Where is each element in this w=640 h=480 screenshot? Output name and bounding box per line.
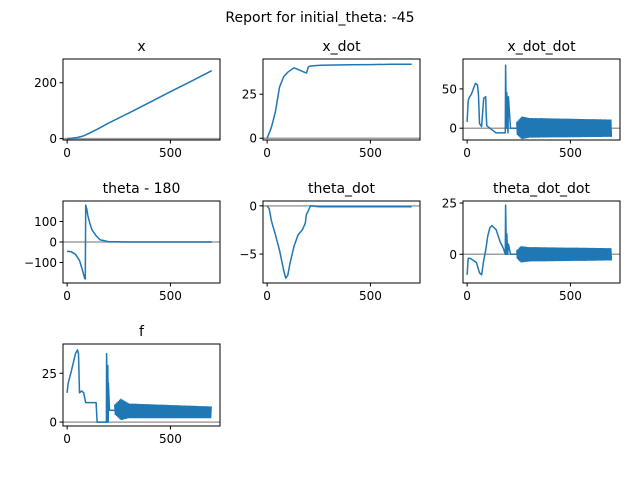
x-tick-label: 0 — [63, 146, 71, 160]
series-line — [66, 349, 115, 423]
figure-suptitle: Report for initial_theta: -45 — [225, 10, 414, 26]
x-tick-label: 500 — [359, 146, 382, 160]
y-tick-label: 25 — [442, 197, 457, 211]
axes-frame — [62, 58, 221, 141]
subplot-2: 0 500 0 25 x_dot — [242, 39, 421, 160]
subplot-3: 0 500 0 50 x_dot_dot — [442, 39, 621, 160]
y-tick-label: 100 — [34, 215, 57, 229]
axes-frame — [62, 343, 221, 427]
y-tick-label: −100 — [24, 256, 57, 270]
y-tick-label: 0 — [49, 416, 57, 430]
y-tick-label: 0 — [249, 199, 257, 213]
x-tick-label: 500 — [559, 146, 582, 160]
x-tick-label: 0 — [463, 289, 471, 303]
x-tick-label: 500 — [159, 432, 182, 446]
series-line — [66, 204, 212, 280]
y-tick-label: −5 — [239, 248, 257, 262]
subplot-title: theta_dot_dot — [493, 181, 590, 197]
subplot-title: f — [139, 324, 145, 340]
axes-frame — [262, 200, 421, 284]
subplot-title: theta - 180 — [103, 181, 181, 197]
oscillation-band — [516, 246, 613, 263]
y-tick-label: 25 — [242, 88, 257, 102]
x-tick-label: 0 — [63, 289, 71, 303]
y-tick-label: 0 — [249, 132, 257, 146]
subplot-title: x_dot — [322, 39, 361, 55]
series-line — [67, 70, 213, 140]
axes-frame — [462, 200, 621, 284]
y-tick-label: 0 — [449, 248, 457, 262]
x-tick-label: 500 — [159, 289, 182, 303]
subplot-grid: 0 500 0 200 x 0 500 0 25 x_dot 0 500 0 50 x_dot_dot 0 50… — [24, 39, 621, 446]
x-tick-label: 0 — [63, 432, 71, 446]
subplot-6: 0 500 0 25 theta_dot_dot — [442, 181, 621, 303]
series-line — [266, 63, 412, 139]
x-tick-label: 0 — [463, 146, 471, 160]
subplot-5: 0 500 −5 0 theta_dot — [239, 181, 421, 303]
oscillation-band — [516, 116, 613, 140]
subplot-4: 0 500 −100 0 100 theta - 180 — [24, 181, 221, 303]
subplot-title: theta_dot — [308, 181, 375, 197]
x-tick-label: 0 — [263, 289, 271, 303]
subplot-7: 0 500 0 25 f — [42, 324, 221, 446]
x-tick-label: 500 — [359, 289, 382, 303]
axes-frame — [262, 58, 421, 141]
x-tick-label: 0 — [263, 146, 271, 160]
y-tick-label: 200 — [34, 76, 57, 90]
y-tick-label: 50 — [442, 82, 457, 96]
y-tick-label: 0 — [49, 236, 57, 250]
series-line — [466, 64, 517, 134]
series-line — [466, 204, 517, 276]
subplot-title: x_dot_dot — [507, 39, 576, 55]
y-tick-label: 25 — [42, 367, 57, 381]
subplot-title: x — [137, 39, 145, 55]
x-tick-label: 500 — [559, 289, 582, 303]
axes-frame — [462, 58, 621, 141]
x-tick-label: 500 — [159, 146, 182, 160]
subplot-1: 0 500 0 200 x — [34, 39, 221, 160]
series-line — [266, 205, 412, 279]
oscillation-band — [114, 398, 212, 421]
y-tick-label: 0 — [49, 132, 57, 146]
y-tick-label: 0 — [449, 122, 457, 136]
